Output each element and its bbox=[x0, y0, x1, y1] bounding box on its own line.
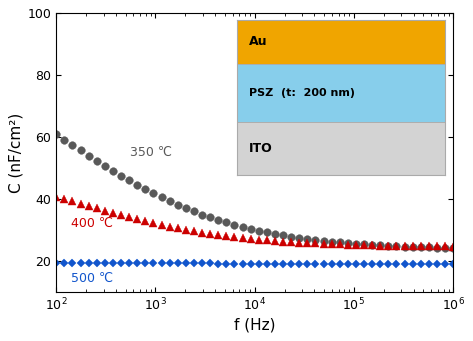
Text: 400 ℃: 400 ℃ bbox=[71, 218, 113, 231]
Text: 500 ℃: 500 ℃ bbox=[71, 271, 113, 285]
X-axis label: f (Hz): f (Hz) bbox=[234, 318, 275, 333]
Text: 350 ℃: 350 ℃ bbox=[130, 146, 172, 159]
Y-axis label: C (nF/cm²): C (nF/cm²) bbox=[9, 113, 23, 193]
